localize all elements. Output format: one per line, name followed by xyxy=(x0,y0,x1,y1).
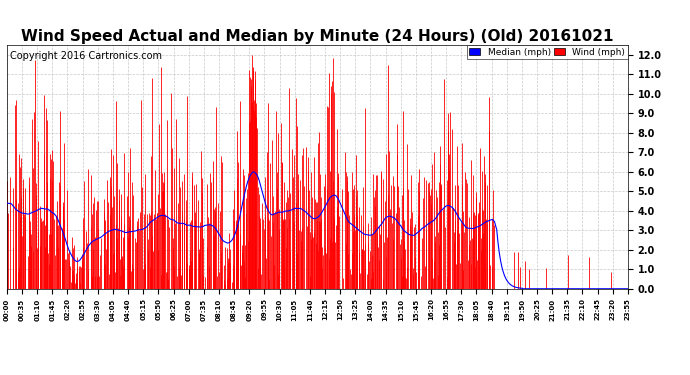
Text: Copyright 2016 Cartronics.com: Copyright 2016 Cartronics.com xyxy=(10,51,162,61)
Title: Wind Speed Actual and Median by Minute (24 Hours) (Old) 20161021: Wind Speed Actual and Median by Minute (… xyxy=(21,29,613,44)
Legend: Median (mph), Wind (mph): Median (mph), Wind (mph) xyxy=(466,45,628,59)
